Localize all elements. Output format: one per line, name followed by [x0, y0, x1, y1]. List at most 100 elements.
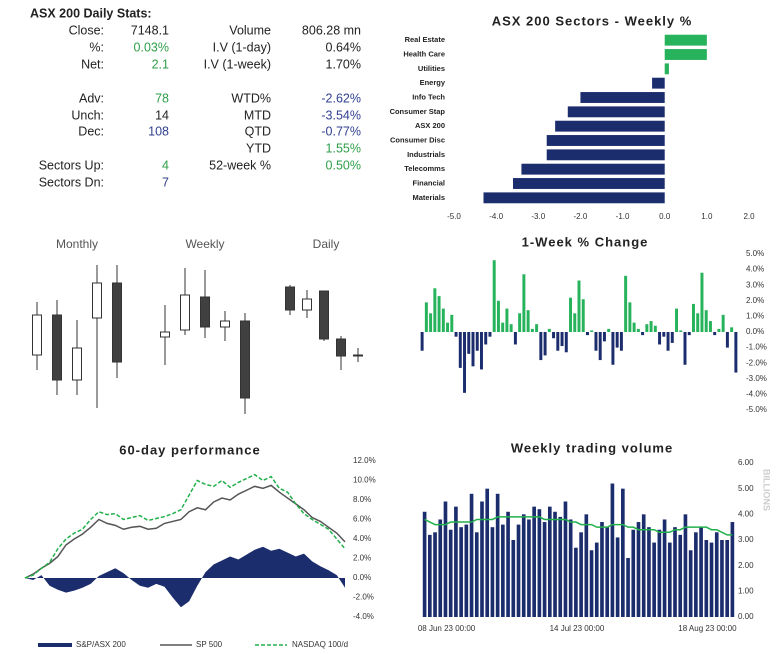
- bar: [721, 314, 725, 332]
- category-label: Financial: [412, 178, 445, 187]
- stat-label: Close:: [69, 23, 104, 37]
- bar: [568, 519, 573, 617]
- bar: [574, 547, 578, 617]
- category-label: Info Tech: [412, 92, 445, 101]
- bar: [717, 328, 721, 332]
- bar: [532, 506, 536, 617]
- y-tick-label: 6.0%: [353, 515, 371, 524]
- bar: [535, 324, 539, 332]
- y-tick-label: 8.0%: [353, 495, 371, 504]
- y-tick-label: -2.0%: [353, 593, 374, 602]
- stat-label: Adv:: [79, 91, 104, 105]
- stat-value: 2.1: [152, 57, 169, 71]
- stat-value: 1.55%: [326, 141, 361, 155]
- bar: [475, 332, 479, 351]
- stat-value: 7: [162, 175, 169, 189]
- bar: [691, 303, 695, 332]
- stat-value: 1.70%: [326, 57, 361, 71]
- bar: [734, 332, 738, 373]
- candle-body: [72, 347, 82, 381]
- stat-label: Sectors Dn:: [39, 175, 104, 189]
- candle-body: [240, 320, 250, 399]
- bar: [649, 321, 653, 332]
- bar: [573, 313, 577, 332]
- stat-value: 806.28 mn: [302, 23, 361, 37]
- bar: [632, 322, 636, 332]
- bar: [542, 522, 547, 617]
- x-tick-label: 2.0: [743, 212, 755, 221]
- bar: [589, 550, 594, 617]
- y-tick-label: -2.0%: [746, 358, 767, 367]
- candle-body: [52, 314, 62, 381]
- bar: [511, 540, 516, 617]
- candle-body: [353, 354, 363, 357]
- bar: [647, 527, 651, 617]
- category-label: Consumer Stap: [390, 107, 446, 116]
- y-tick-label: -1.0%: [746, 343, 767, 352]
- category-label: ASX 200: [415, 121, 445, 130]
- legend-label: SP 500: [196, 640, 223, 649]
- chart-title: Daily: [313, 237, 340, 251]
- stat-label: Net:: [81, 57, 104, 71]
- x-tick-label: 1.0: [701, 212, 713, 221]
- candle-body: [319, 290, 329, 340]
- y-tick-label: 0.00: [738, 612, 754, 621]
- bar: [522, 274, 526, 332]
- bar: [530, 328, 534, 332]
- bar: [569, 297, 573, 332]
- bar: [427, 534, 432, 617]
- bar: [516, 524, 521, 617]
- y-tick-label: -4.0%: [746, 390, 767, 399]
- bar: [670, 332, 674, 343]
- bar: [683, 332, 687, 365]
- bar: [501, 322, 505, 332]
- bar: [543, 332, 547, 356]
- y-tick-label: 2.00: [738, 561, 754, 570]
- y-axis-label: BILLIONS: [762, 469, 772, 511]
- bar: [438, 519, 443, 617]
- x-tick-label: -4.0: [489, 212, 503, 221]
- bar: [675, 308, 679, 332]
- bar: [488, 332, 492, 337]
- bar: [688, 550, 693, 617]
- bar: [563, 501, 568, 617]
- bar: [547, 506, 552, 617]
- y-tick-label: -4.0%: [353, 612, 374, 621]
- x-tick-label: 18 Aug 23 00:00: [678, 624, 737, 633]
- y-tick-label: 5.00: [738, 484, 754, 493]
- candle-body: [220, 320, 230, 328]
- bar: [463, 332, 467, 393]
- y-tick-label: 3.00: [738, 535, 754, 544]
- bar: [696, 313, 700, 332]
- stat-label: Volume: [229, 23, 271, 37]
- bar: [420, 332, 424, 351]
- bar: [725, 332, 729, 348]
- y-tick-label: 5.0%: [746, 249, 764, 258]
- chart-title: Monthly: [56, 237, 98, 251]
- bar: [506, 511, 510, 617]
- bar: [664, 63, 669, 75]
- bar: [464, 524, 469, 617]
- bar: [518, 313, 522, 332]
- bar: [469, 493, 474, 617]
- bar: [594, 332, 598, 351]
- y-tick-label: 4.0%: [746, 265, 764, 274]
- bar: [433, 532, 437, 617]
- chart-title: 1-Week % Change: [522, 234, 649, 249]
- category-label: Health Care: [403, 49, 445, 58]
- bar: [547, 328, 551, 332]
- bar: [594, 542, 599, 617]
- bar: [673, 527, 677, 617]
- stat-label: Dec:: [78, 124, 104, 138]
- bar: [521, 514, 526, 617]
- stat-label: Unch:: [71, 108, 104, 122]
- bar: [579, 532, 583, 617]
- bar: [708, 321, 712, 332]
- bar: [652, 542, 656, 617]
- bar: [600, 522, 604, 617]
- bar: [580, 92, 665, 103]
- bar: [641, 514, 646, 617]
- bar: [526, 310, 530, 332]
- bar: [581, 299, 585, 332]
